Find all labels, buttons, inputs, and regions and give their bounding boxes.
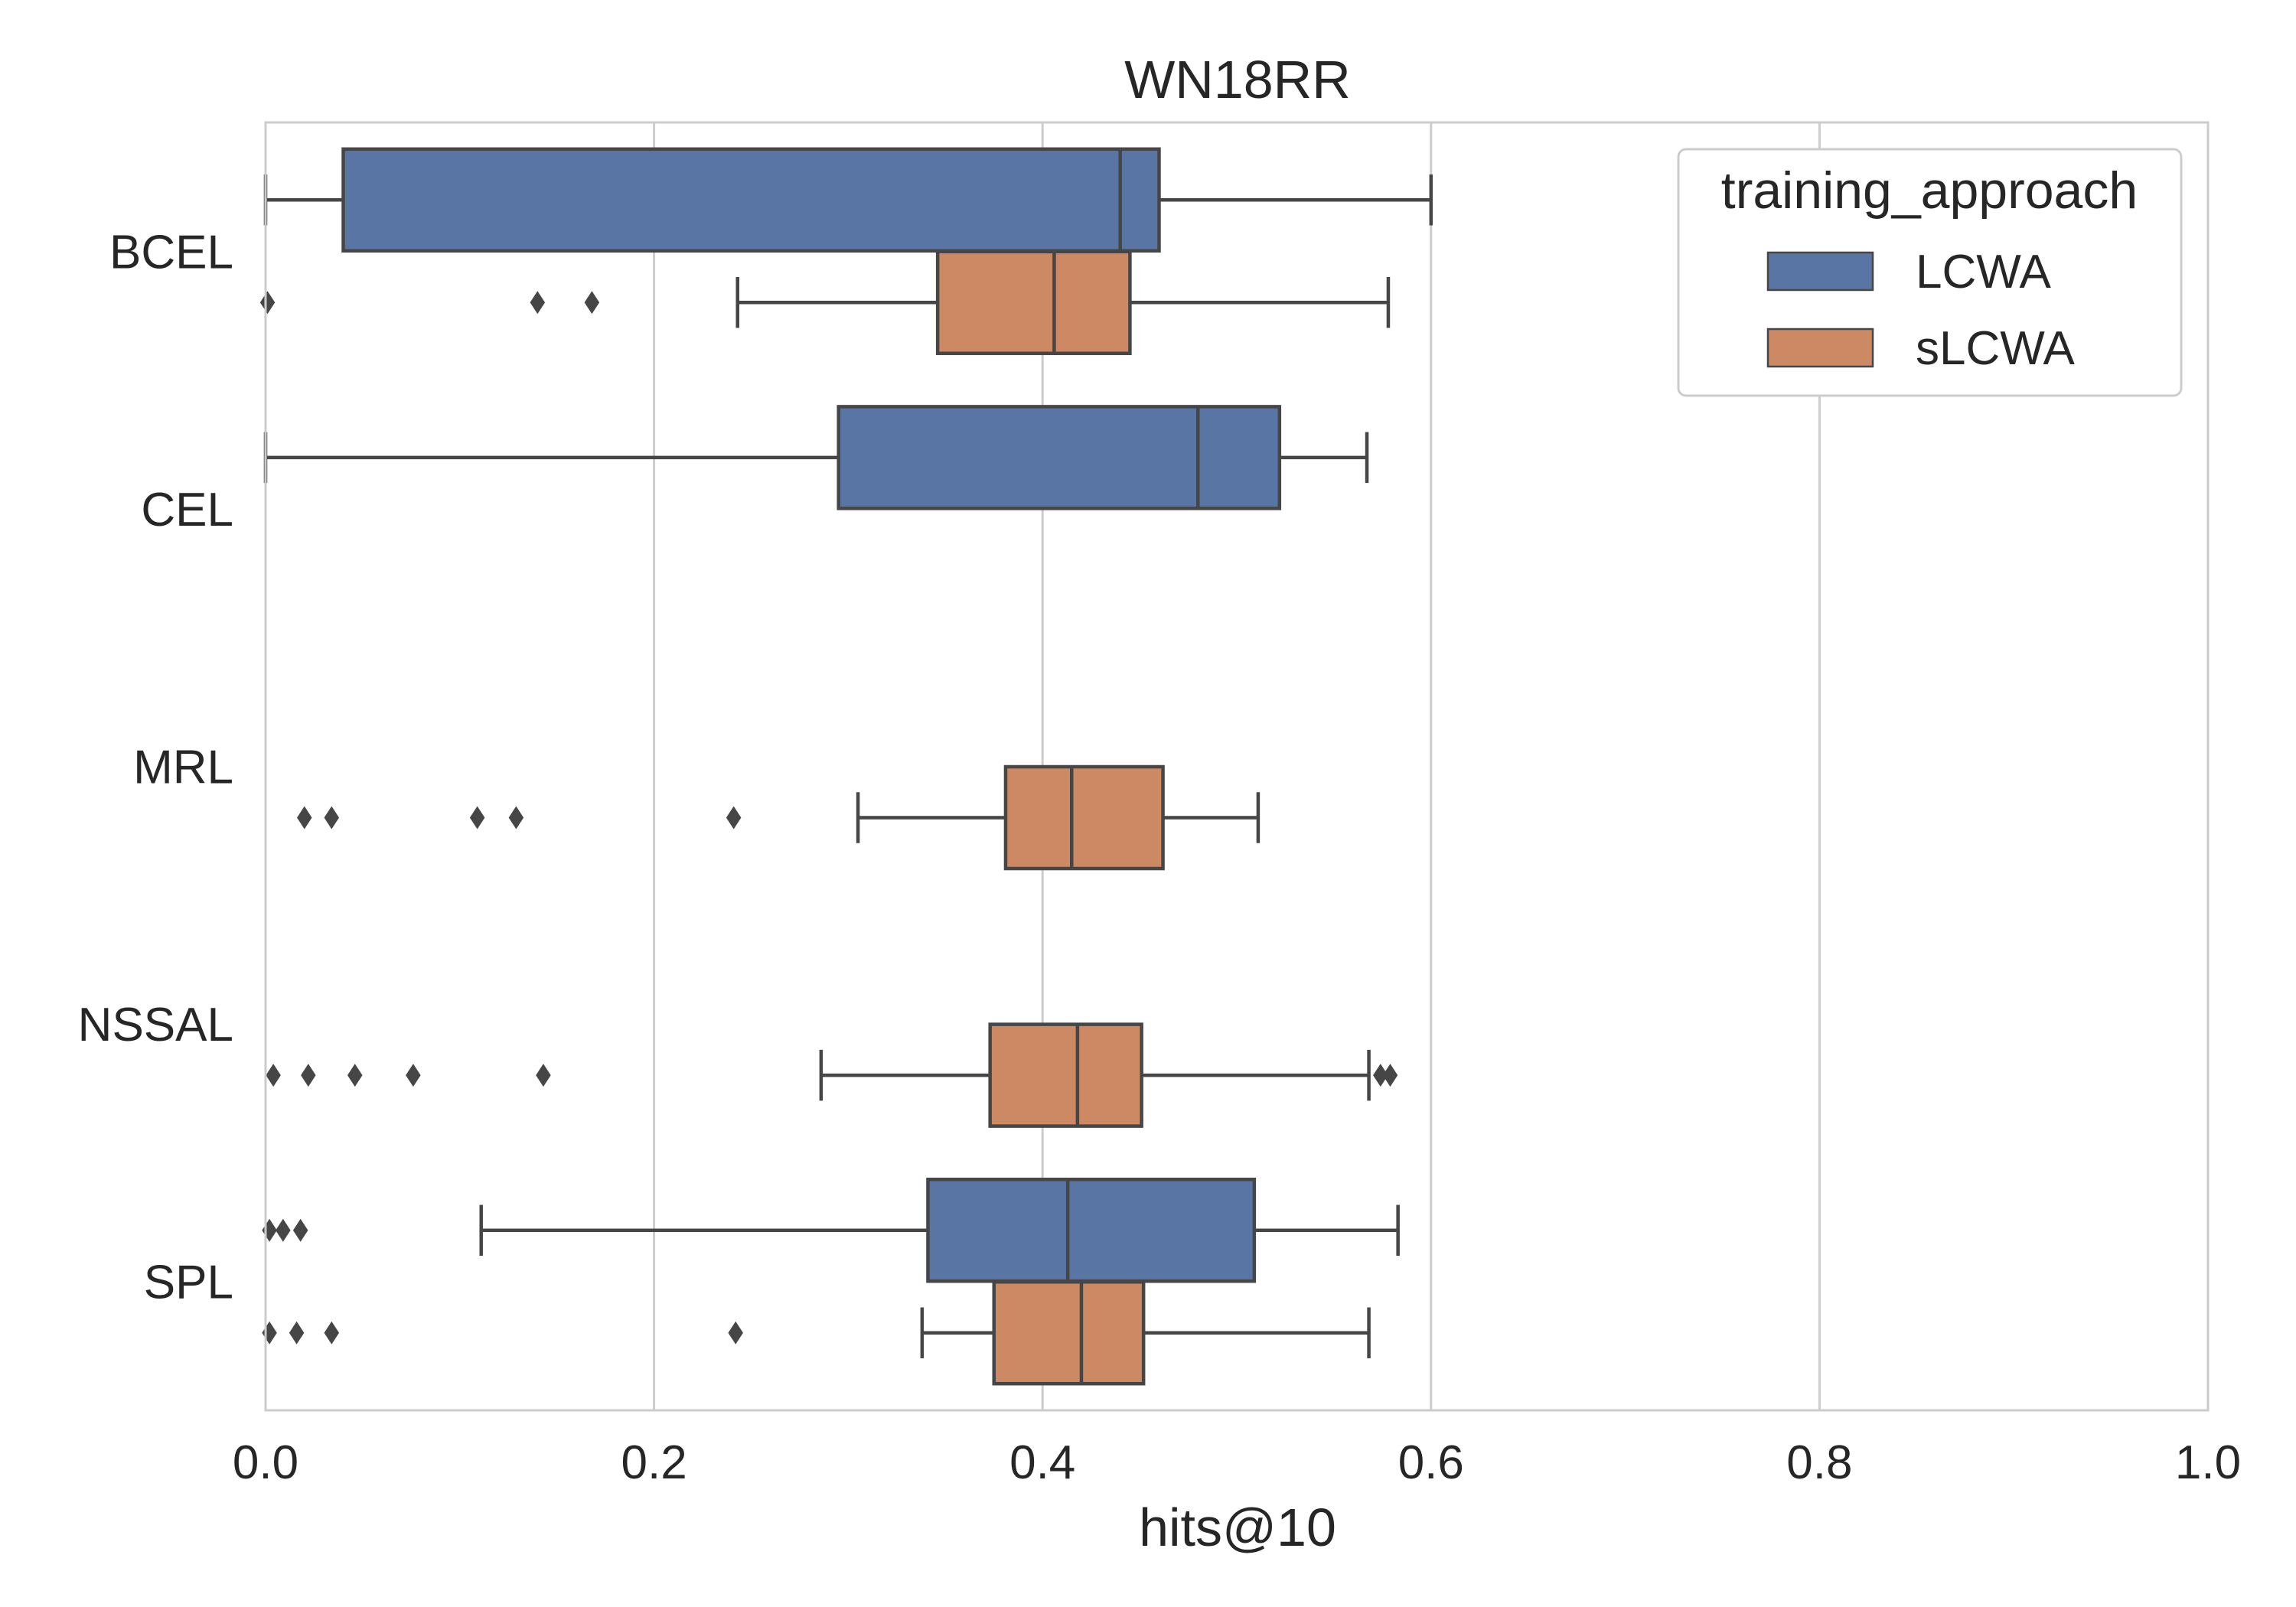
outlier-point-lcwa bbox=[292, 1218, 308, 1242]
outlier-point-slcwa bbox=[259, 291, 276, 315]
box-slcwa bbox=[1003, 764, 1165, 871]
x-axis-ticks: 0.0 0.2 0.4 0.6 0.8 1.0 bbox=[233, 1436, 2241, 1489]
y-category-label: BCEL bbox=[109, 226, 233, 279]
outlier-point-slcwa bbox=[266, 1064, 281, 1087]
outlier-point-slcwa bbox=[1373, 1064, 1388, 1087]
x-tick-label: 0.0 bbox=[233, 1436, 298, 1489]
x-tick-label: 0.2 bbox=[621, 1436, 687, 1489]
outlier-point-lcwa bbox=[276, 1218, 291, 1242]
legend-title: training_approach bbox=[1721, 161, 2138, 220]
outlier-point-slcwa bbox=[324, 1321, 340, 1345]
y-axis-categories: BCEL CEL MRL NSSAL SPL bbox=[78, 226, 233, 1309]
box-layer bbox=[259, 147, 1433, 1386]
outlier-point-slcwa bbox=[469, 806, 485, 830]
x-tick-label: 1.0 bbox=[2175, 1436, 2241, 1489]
outlier-point-slcwa bbox=[289, 1321, 305, 1345]
box-slcwa bbox=[935, 249, 1132, 356]
outlier-point-slcwa bbox=[508, 806, 524, 830]
legend-label-lcwa: LCWA bbox=[1916, 246, 2051, 298]
x-tick-label: 0.6 bbox=[1398, 1436, 1464, 1489]
box-slcwa bbox=[988, 1022, 1143, 1128]
box-slcwa bbox=[992, 1279, 1146, 1386]
y-category-label: NSSAL bbox=[78, 999, 233, 1051]
outlier-point-slcwa bbox=[726, 806, 742, 830]
outlier-point-slcwa bbox=[324, 806, 340, 830]
outlier-point-slcwa bbox=[297, 806, 312, 830]
box-lcwa bbox=[341, 147, 1161, 253]
outlier-point-slcwa bbox=[584, 291, 600, 315]
box-lcwa bbox=[837, 405, 1282, 510]
chart-title: WN18RR bbox=[1124, 50, 1351, 109]
x-tick-label: 0.4 bbox=[1009, 1436, 1075, 1489]
outlier-point-slcwa bbox=[406, 1064, 421, 1087]
outlier-point-slcwa bbox=[728, 1321, 743, 1345]
y-category-label: MRL bbox=[133, 742, 233, 794]
outlier-point-slcwa bbox=[530, 291, 546, 315]
x-tick-label: 0.8 bbox=[1786, 1436, 1852, 1489]
box-lcwa bbox=[926, 1177, 1257, 1283]
legend-swatch-lcwa bbox=[1766, 251, 1874, 292]
y-category-label: SPL bbox=[144, 1257, 233, 1309]
outlier-point-slcwa bbox=[1382, 1064, 1398, 1087]
legend: training_approach LCWA sLCWA bbox=[1677, 148, 2183, 397]
x-axis-label: hits@10 bbox=[1139, 1498, 1336, 1557]
y-category-label: CEL bbox=[141, 484, 233, 536]
plot-frame bbox=[264, 121, 2210, 1412]
legend-swatch-slcwa bbox=[1766, 328, 1874, 368]
outlier-point-slcwa bbox=[536, 1064, 551, 1087]
legend-label-slcwa: sLCWA bbox=[1916, 322, 2075, 375]
outlier-point-slcwa bbox=[301, 1064, 316, 1087]
outlier-point-slcwa bbox=[347, 1064, 363, 1087]
